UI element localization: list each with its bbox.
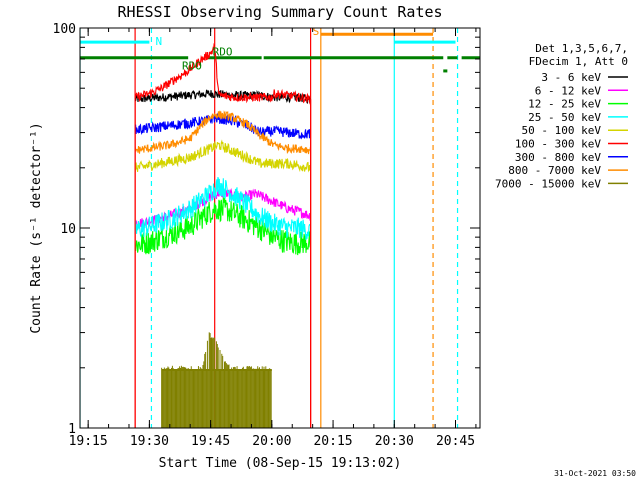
legend-entry-label: 25 - 50 keV <box>528 111 601 124</box>
legend-entry-label: 800 - 7000 keV <box>508 164 601 177</box>
annotation-rdo-3: RDO <box>182 60 202 73</box>
legend-header-line: Det 1,3,5,6,7, <box>535 42 628 55</box>
y-tick-label: 100 <box>53 22 76 37</box>
series-0-line <box>134 89 311 104</box>
x-axis-label: Start Time (08-Sep-15 19:13:02) <box>159 456 402 471</box>
x-tick-label: 20:45 <box>436 434 475 449</box>
series-7-line <box>134 110 311 155</box>
plot-area: N S RDO RDO <box>80 25 480 428</box>
x-tick-label: 19:30 <box>130 434 169 449</box>
legend-entry-label: 300 - 800 keV <box>515 151 601 164</box>
x-tick-label: 20:00 <box>252 434 291 449</box>
x-tick-label: 20:15 <box>313 434 352 449</box>
legend: Det 1,3,5,6,7,FDecim 1, Att 0 3 - 6 keV6 … <box>495 42 628 190</box>
legend-entry-label: 7000 - 15000 keV <box>495 177 601 190</box>
series-2 <box>134 197 311 256</box>
series-6-line <box>134 113 311 140</box>
legend-entry-label: 3 - 6 keV <box>541 71 601 84</box>
annotation-s-1: S <box>313 25 320 38</box>
y-axis-label: Count Rate (s⁻¹ detector⁻¹) <box>29 122 44 333</box>
y-tick-label: 10 <box>60 222 76 237</box>
legend-entry-label: 6 - 12 keV <box>535 84 602 97</box>
x-tick-label: 19:15 <box>69 434 108 449</box>
y-tick-label: 1 <box>68 422 76 437</box>
series-6 <box>134 113 311 140</box>
series-2-line <box>134 197 311 256</box>
series-5-line <box>134 42 311 105</box>
legend-header-line: FDecim 1, Att 0 <box>529 55 628 68</box>
series-5 <box>134 42 311 105</box>
series-4 <box>134 139 311 173</box>
series-8 <box>161 332 272 428</box>
series-4-line <box>134 139 311 173</box>
x-tick-label: 19:45 <box>191 434 230 449</box>
legend-entry-label: 12 - 25 keV <box>528 98 601 111</box>
chart-title: RHESSI Observing Summary Count Rates <box>117 3 442 21</box>
series-0 <box>134 89 311 104</box>
x-tick-label: 20:30 <box>375 434 414 449</box>
annotation-rdo-2: RDO <box>213 45 233 58</box>
legend-entry-label: 50 - 100 keV <box>522 124 602 137</box>
series-7 <box>134 110 311 155</box>
series-3-line <box>134 176 311 241</box>
annotation-n-0: N <box>156 35 163 48</box>
footer-timestamp: 31-Oct-2021 03:50 <box>554 469 636 478</box>
series-3 <box>134 176 311 241</box>
legend-entry-label: 100 - 300 keV <box>515 138 601 151</box>
